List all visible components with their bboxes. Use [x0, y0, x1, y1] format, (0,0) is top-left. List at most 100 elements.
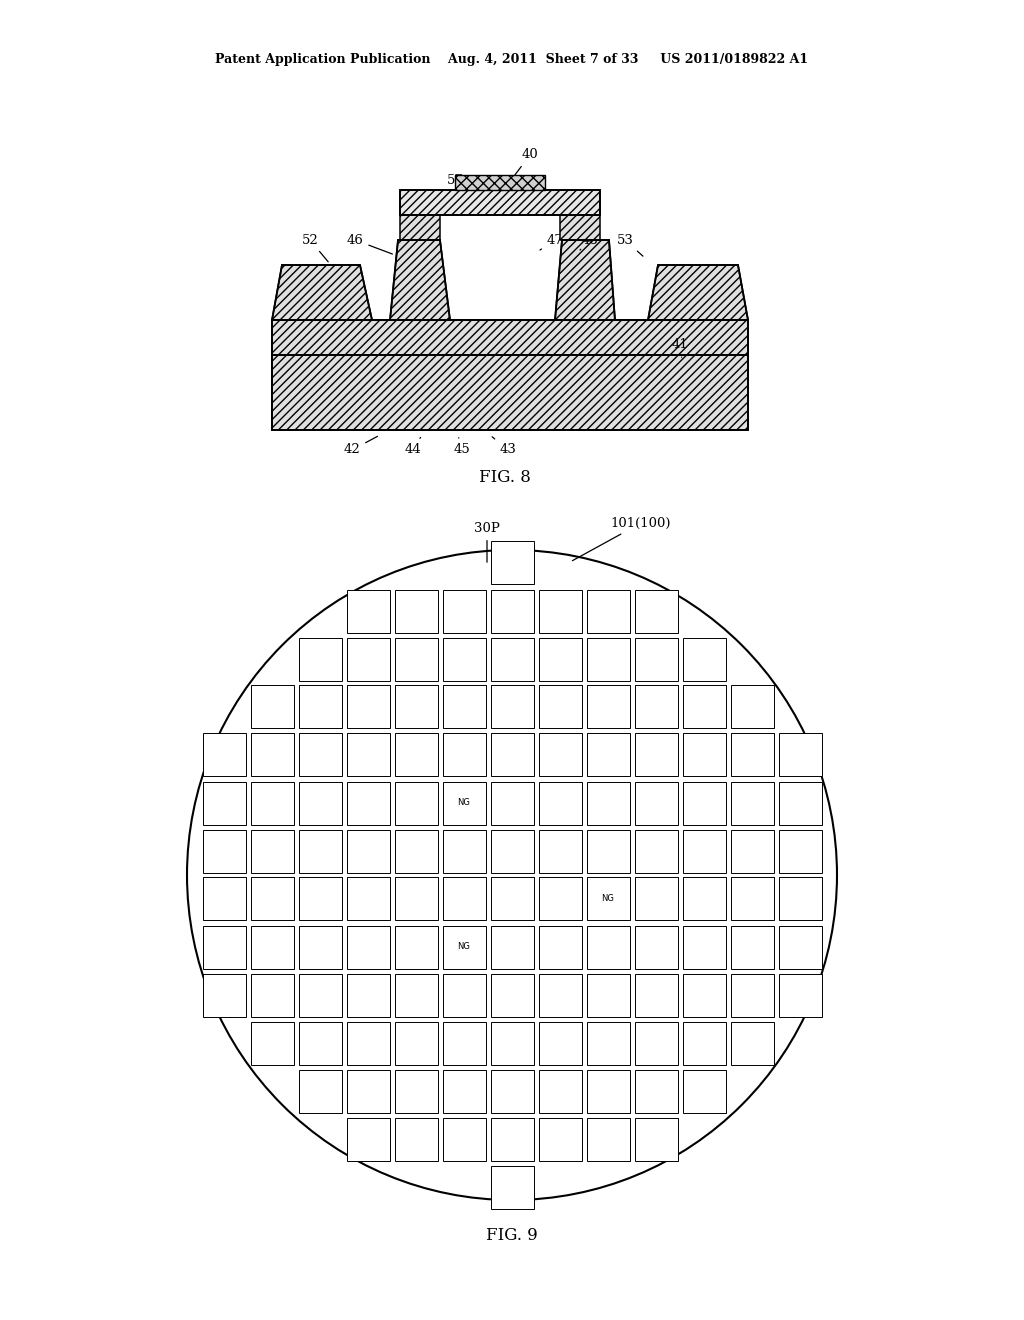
Bar: [587, 590, 630, 632]
Bar: [442, 1022, 485, 1064]
Text: NG: NG: [458, 942, 470, 952]
Bar: [635, 734, 678, 776]
Bar: [203, 973, 246, 1016]
Bar: [683, 781, 725, 825]
Bar: [203, 734, 246, 776]
Bar: [299, 925, 341, 969]
Text: 40: 40: [507, 149, 539, 186]
Text: 52: 52: [302, 234, 329, 261]
Polygon shape: [555, 240, 615, 319]
Bar: [394, 1118, 437, 1160]
Text: 45: 45: [454, 438, 470, 457]
Bar: [442, 925, 485, 969]
Bar: [400, 215, 440, 240]
Text: NG: NG: [601, 895, 614, 903]
Bar: [299, 781, 341, 825]
Text: 44: 44: [404, 437, 421, 457]
Bar: [587, 1069, 630, 1113]
Bar: [400, 190, 600, 215]
Bar: [490, 1166, 534, 1209]
Text: NG: NG: [458, 799, 470, 808]
Bar: [539, 734, 582, 776]
Bar: [272, 319, 748, 430]
Bar: [299, 878, 341, 920]
Bar: [778, 925, 821, 969]
Bar: [730, 685, 773, 729]
Bar: [442, 878, 485, 920]
Bar: [635, 638, 678, 681]
Bar: [346, 685, 389, 729]
Bar: [346, 925, 389, 969]
Bar: [251, 1022, 294, 1064]
Text: FIG. 9: FIG. 9: [486, 1226, 538, 1243]
Bar: [346, 829, 389, 873]
Bar: [683, 685, 725, 729]
Bar: [442, 973, 485, 1016]
Bar: [442, 638, 485, 681]
Bar: [346, 973, 389, 1016]
Bar: [299, 1022, 341, 1064]
Bar: [442, 829, 485, 873]
Bar: [251, 781, 294, 825]
Bar: [394, 973, 437, 1016]
Bar: [587, 1022, 630, 1064]
Bar: [587, 734, 630, 776]
Text: Patent Application Publication    Aug. 4, 2011  Sheet 7 of 33     US 2011/018982: Patent Application Publication Aug. 4, 2…: [215, 53, 809, 66]
Bar: [635, 781, 678, 825]
Bar: [442, 1069, 485, 1113]
Bar: [299, 973, 341, 1016]
Bar: [346, 590, 389, 632]
Bar: [299, 734, 341, 776]
Bar: [490, 925, 534, 969]
Bar: [635, 829, 678, 873]
Text: 46: 46: [346, 234, 392, 253]
Bar: [490, 829, 534, 873]
Bar: [635, 685, 678, 729]
Bar: [683, 734, 725, 776]
Text: 47: 47: [540, 234, 563, 249]
Bar: [346, 1022, 389, 1064]
Bar: [730, 734, 773, 776]
Bar: [394, 590, 437, 632]
Polygon shape: [648, 265, 748, 319]
Bar: [394, 734, 437, 776]
Text: 30P: 30P: [474, 521, 500, 562]
Bar: [490, 878, 534, 920]
Bar: [442, 590, 485, 632]
Bar: [683, 638, 725, 681]
Text: 101(100): 101(100): [572, 517, 671, 561]
Bar: [251, 829, 294, 873]
Bar: [455, 176, 545, 190]
Bar: [346, 734, 389, 776]
Bar: [299, 685, 341, 729]
Bar: [539, 685, 582, 729]
Polygon shape: [390, 240, 450, 319]
Bar: [490, 685, 534, 729]
Bar: [394, 638, 437, 681]
Text: 57: 57: [446, 173, 464, 210]
Bar: [346, 878, 389, 920]
Ellipse shape: [187, 550, 837, 1200]
Bar: [730, 1022, 773, 1064]
Polygon shape: [272, 265, 372, 319]
Bar: [394, 685, 437, 729]
Bar: [730, 878, 773, 920]
Bar: [394, 829, 437, 873]
Bar: [442, 685, 485, 729]
Bar: [490, 973, 534, 1016]
Bar: [730, 973, 773, 1016]
Bar: [635, 1022, 678, 1064]
Bar: [272, 319, 748, 355]
Bar: [683, 925, 725, 969]
Bar: [635, 590, 678, 632]
Text: 41: 41: [672, 338, 688, 358]
Bar: [539, 590, 582, 632]
Bar: [587, 973, 630, 1016]
Bar: [490, 541, 534, 585]
Bar: [251, 685, 294, 729]
Bar: [635, 973, 678, 1016]
Text: 53: 53: [616, 234, 643, 256]
Bar: [683, 1069, 725, 1113]
Bar: [490, 1069, 534, 1113]
Text: FIG. 8: FIG. 8: [479, 470, 530, 487]
